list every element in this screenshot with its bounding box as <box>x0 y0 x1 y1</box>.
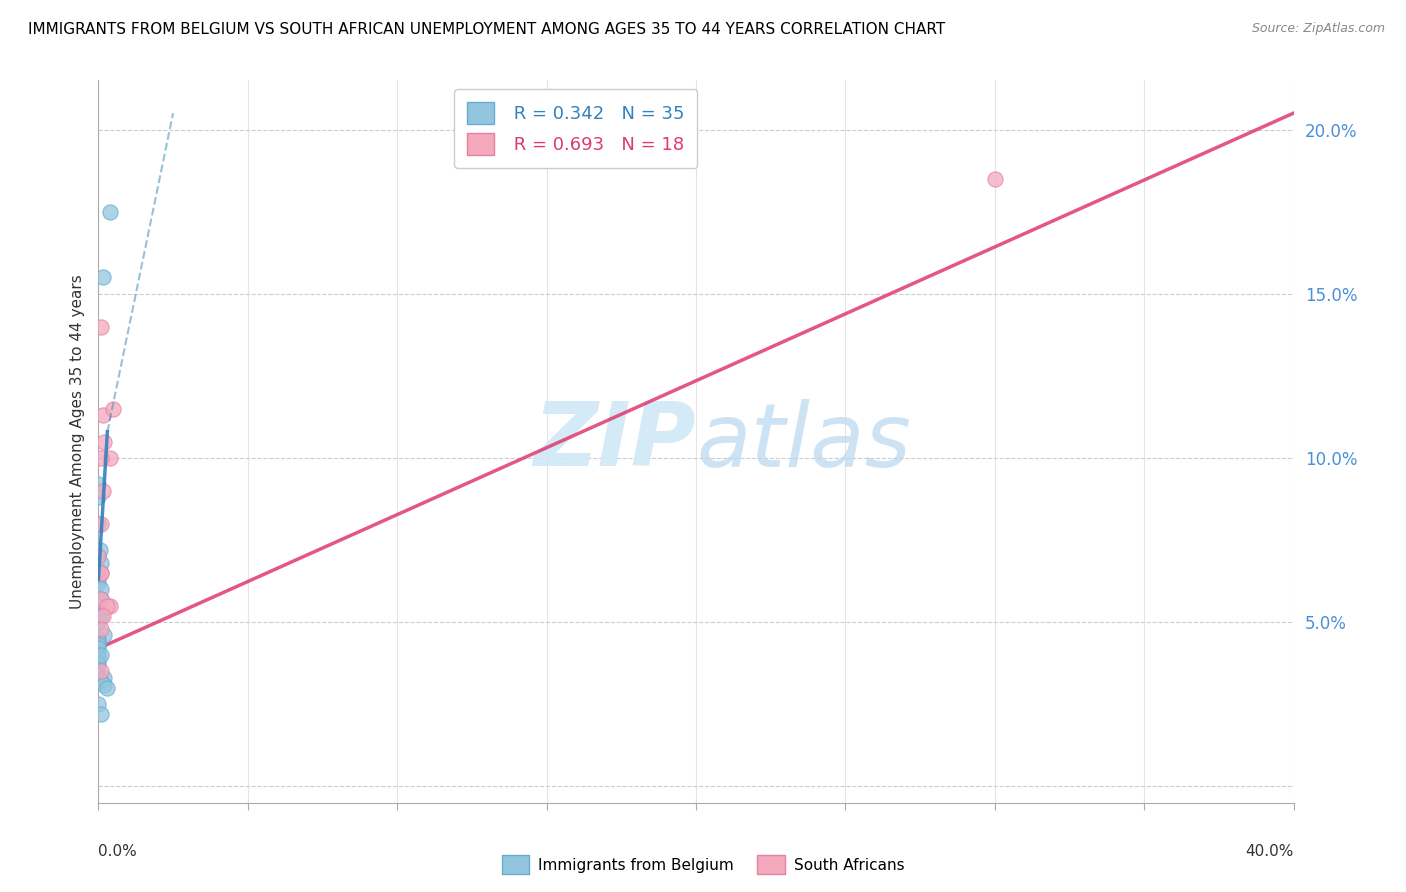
Point <box>90 608 112 623</box>
Y-axis label: Unemployment Among Ages 35 to 44 years: Unemployment Among Ages 35 to 44 years <box>69 274 84 609</box>
Point <box>87 575 110 590</box>
Point <box>87 608 110 623</box>
Point <box>90 566 112 580</box>
Point <box>87 667 110 681</box>
Point <box>87 605 110 619</box>
Point <box>90 556 112 570</box>
Point <box>90 582 112 597</box>
Text: Source: ZipAtlas.com: Source: ZipAtlas.com <box>1251 22 1385 36</box>
Point <box>87 491 110 505</box>
Point <box>87 632 110 646</box>
Point <box>87 638 110 652</box>
Point <box>87 641 110 656</box>
Text: IMMIGRANTS FROM BELGIUM VS SOUTH AFRICAN UNEMPLOYMENT AMONG AGES 35 TO 44 YEARS : IMMIGRANTS FROM BELGIUM VS SOUTH AFRICAN… <box>28 22 945 37</box>
Point <box>91 270 114 285</box>
Text: atlas: atlas <box>696 399 911 484</box>
Point <box>91 409 114 423</box>
Point <box>87 477 110 491</box>
Point <box>87 655 110 669</box>
Point <box>98 450 122 465</box>
Point <box>90 622 112 636</box>
Point <box>90 674 112 689</box>
Point <box>90 592 112 607</box>
Point <box>87 635 110 649</box>
Point <box>87 657 110 672</box>
Point <box>87 651 110 665</box>
Point <box>87 615 110 630</box>
Point <box>93 434 115 449</box>
Point <box>93 671 115 685</box>
Point <box>90 516 112 531</box>
Point <box>87 648 110 662</box>
Point <box>96 681 118 695</box>
Point <box>90 319 112 334</box>
Point <box>87 516 110 531</box>
Point <box>93 677 115 691</box>
Point <box>87 549 110 564</box>
Point <box>90 648 112 662</box>
Point <box>87 573 110 587</box>
Point <box>90 707 112 722</box>
Point <box>90 665 112 679</box>
Point <box>98 204 122 219</box>
Point <box>87 563 110 577</box>
Point <box>984 171 1007 186</box>
Point <box>90 592 112 607</box>
Text: 0.0%: 0.0% <box>98 845 138 860</box>
Point <box>89 542 111 557</box>
Text: ZIP: ZIP <box>533 398 696 485</box>
Point <box>87 549 110 564</box>
Point <box>90 450 112 465</box>
Point <box>96 599 118 613</box>
Legend: Immigrants from Belgium, South Africans: Immigrants from Belgium, South Africans <box>495 849 911 880</box>
Legend:  R = 0.342   N = 35,  R = 0.693   N = 18: R = 0.342 N = 35, R = 0.693 N = 18 <box>454 89 697 168</box>
Point <box>91 483 114 498</box>
Point <box>103 401 125 416</box>
Text: 40.0%: 40.0% <box>1246 845 1294 860</box>
Point <box>91 608 114 623</box>
Point <box>98 599 122 613</box>
Point <box>90 566 112 580</box>
Point <box>87 599 110 613</box>
Point <box>93 628 115 642</box>
Point <box>87 698 110 712</box>
